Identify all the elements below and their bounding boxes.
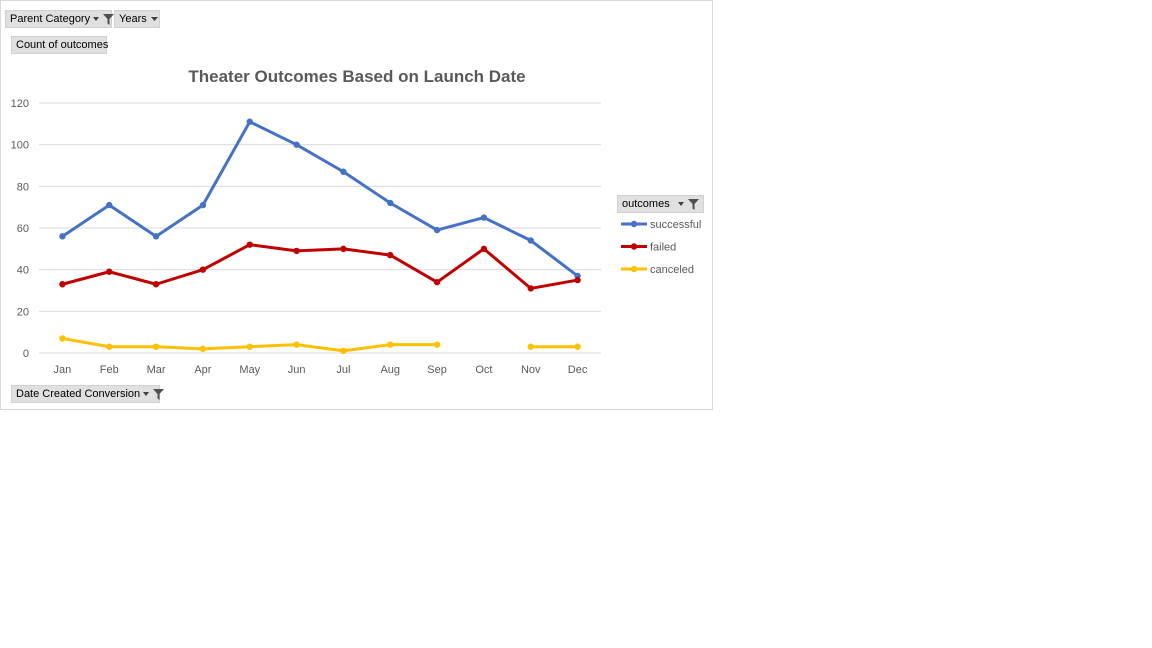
x-tick-label: Dec — [568, 364, 588, 376]
legend-marker — [630, 243, 638, 250]
data-point-successful — [387, 199, 394, 207]
values-field-label: Count of outcomes — [16, 39, 109, 51]
data-point-failed — [152, 281, 160, 288]
data-point-successful — [527, 237, 534, 244]
y-axis-tick-labels: 0 20 40 60 80 100 120 — [11, 98, 29, 360]
legend-field-label: outcomes — [622, 198, 670, 210]
series-lines — [59, 118, 581, 355]
legend-marker — [630, 220, 638, 228]
data-point-canceled — [106, 343, 113, 350]
parent-category-label: Parent Category — [10, 13, 91, 25]
x-tick-label: Jan — [54, 364, 72, 376]
series-line-successful — [60, 120, 580, 278]
legend-item-failed[interactable]: failed — [621, 242, 676, 254]
x-tick-label: Mar — [147, 364, 166, 376]
data-point-canceled — [59, 335, 66, 342]
y-tick-label: 120 — [11, 98, 29, 110]
legend-label: failed — [650, 242, 676, 254]
data-point-canceled — [340, 347, 347, 355]
dropdown-arrow-icon — [150, 16, 159, 22]
pivot-chart-area: Parent Category Years Count of outcomes … — [0, 0, 713, 410]
series-successful — [59, 118, 581, 280]
data-point-failed — [246, 241, 253, 248]
x-tick-label: May — [239, 364, 260, 376]
y-tick-label: 100 — [11, 140, 29, 152]
dropdown-arrow-icon — [678, 201, 685, 207]
data-point-failed — [527, 285, 534, 292]
data-point-successful — [480, 214, 488, 221]
outcomes-legend-filter-button[interactable]: outcomes — [617, 195, 704, 213]
funnel-filter-icon — [153, 388, 165, 400]
line-chart: Theater Outcomes Based on Launch Date 0 2… — [11, 67, 702, 376]
x-tick-label: Oct — [475, 364, 492, 376]
x-tick-label: Jul — [336, 364, 350, 376]
parent-category-filter-button[interactable]: Parent Category — [5, 10, 115, 28]
funnel-filter-icon — [103, 13, 115, 25]
data-point-canceled — [527, 343, 534, 350]
y-tick-label: 20 — [17, 306, 29, 318]
data-point-failed — [480, 245, 488, 253]
data-point-failed — [340, 245, 347, 253]
dropdown-arrow-icon — [143, 391, 150, 397]
y-tick-label: 40 — [17, 265, 29, 277]
data-point-failed — [106, 268, 113, 275]
axis-field-filter-button[interactable]: Date Created Conversion — [11, 385, 165, 403]
legend-item-canceled[interactable]: canceled — [621, 264, 694, 276]
legend-marker — [630, 265, 638, 273]
x-tick-label: Jun — [288, 364, 306, 376]
data-point-canceled — [152, 343, 160, 350]
data-point-canceled — [387, 341, 394, 348]
data-point-canceled — [574, 343, 581, 350]
data-point-successful — [293, 141, 300, 148]
data-point-successful — [340, 168, 347, 175]
gridlines — [39, 102, 601, 354]
x-tick-label: Sep — [427, 364, 447, 376]
data-point-failed — [574, 276, 581, 284]
chart-legend: successful failed canceled — [621, 219, 701, 276]
data-point-canceled — [433, 341, 441, 348]
series-canceled — [59, 335, 581, 355]
data-point-failed — [387, 251, 394, 259]
data-point-successful — [199, 201, 207, 209]
legend-item-successful[interactable]: successful — [621, 219, 701, 231]
data-point-successful — [246, 118, 253, 125]
data-point-failed — [199, 266, 207, 273]
chart-title: Theater Outcomes Based on Launch Date — [188, 67, 525, 86]
data-point-failed — [59, 281, 66, 288]
x-axis-tick-labels: Jan Feb Mar Apr May Jun Jul Aug Sep Oct Nov Dec — [54, 364, 588, 376]
axis-field-label: Date Created Conversion — [16, 388, 141, 400]
data-point-successful — [152, 233, 160, 240]
dropdown-arrow-icon — [93, 16, 100, 22]
data-point-canceled — [293, 341, 300, 348]
data-point-canceled — [199, 345, 207, 353]
x-tick-label: Feb — [100, 364, 119, 376]
data-point-canceled — [246, 343, 253, 350]
legend-label: canceled — [650, 264, 694, 276]
data-point-successful — [433, 226, 441, 234]
data-point-failed — [433, 278, 441, 286]
data-point-successful — [59, 233, 66, 240]
x-tick-label: Aug — [380, 364, 400, 376]
legend-label: successful — [650, 219, 701, 231]
funnel-filter-icon — [688, 198, 699, 210]
y-tick-label: 60 — [17, 223, 29, 235]
values-field-button[interactable]: Count of outcomes — [11, 36, 109, 54]
series-failed — [59, 241, 581, 292]
data-point-successful — [106, 201, 113, 209]
years-filter-button[interactable]: Years — [114, 10, 160, 28]
x-tick-label: Apr — [194, 364, 211, 376]
y-tick-label: 0 — [23, 348, 29, 360]
x-tick-label: Nov — [521, 364, 541, 376]
series-line-failed — [60, 243, 580, 290]
years-label: Years — [119, 13, 147, 25]
y-tick-label: 80 — [17, 181, 29, 193]
data-point-failed — [293, 247, 300, 255]
